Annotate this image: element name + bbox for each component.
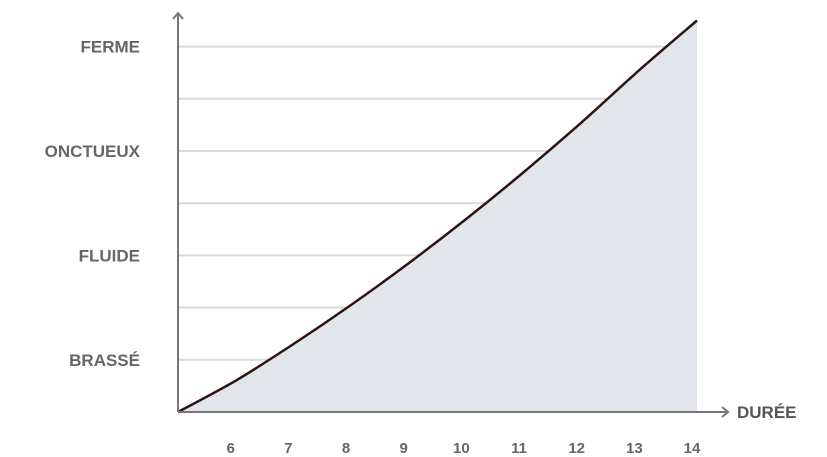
x-tick-label: 9: [399, 440, 407, 457]
x-tick-label: 14: [684, 440, 701, 457]
x-axis-arrow: [721, 406, 730, 418]
x-tick-label: 6: [226, 440, 234, 457]
x-tick-label: 8: [342, 440, 350, 457]
y-tick-label: BRASSÉ: [69, 351, 140, 370]
y-tick-labels: BRASSÉ FLUIDE ONCTUEUX FERME: [45, 38, 141, 370]
series-line: [177, 19, 698, 414]
y-tick-label: FERME: [81, 38, 141, 57]
y-axis-arrow: [172, 11, 184, 20]
area-fill: [178, 20, 697, 412]
x-tick-labels: 6 7 8 9 10 11 12 13 14: [226, 440, 701, 457]
y-tick-label: FLUIDE: [79, 246, 140, 265]
x-tick-label: 10: [453, 440, 470, 457]
axes: [172, 11, 730, 418]
x-tick-label: 13: [626, 440, 643, 457]
x-tick-label: 11: [511, 440, 527, 457]
y-tick-label: ONCTUEUX: [45, 142, 141, 161]
x-axis-title: DURÉE: [737, 403, 797, 422]
x-tick-label: 12: [568, 440, 585, 457]
x-tick-label: 7: [284, 440, 292, 457]
